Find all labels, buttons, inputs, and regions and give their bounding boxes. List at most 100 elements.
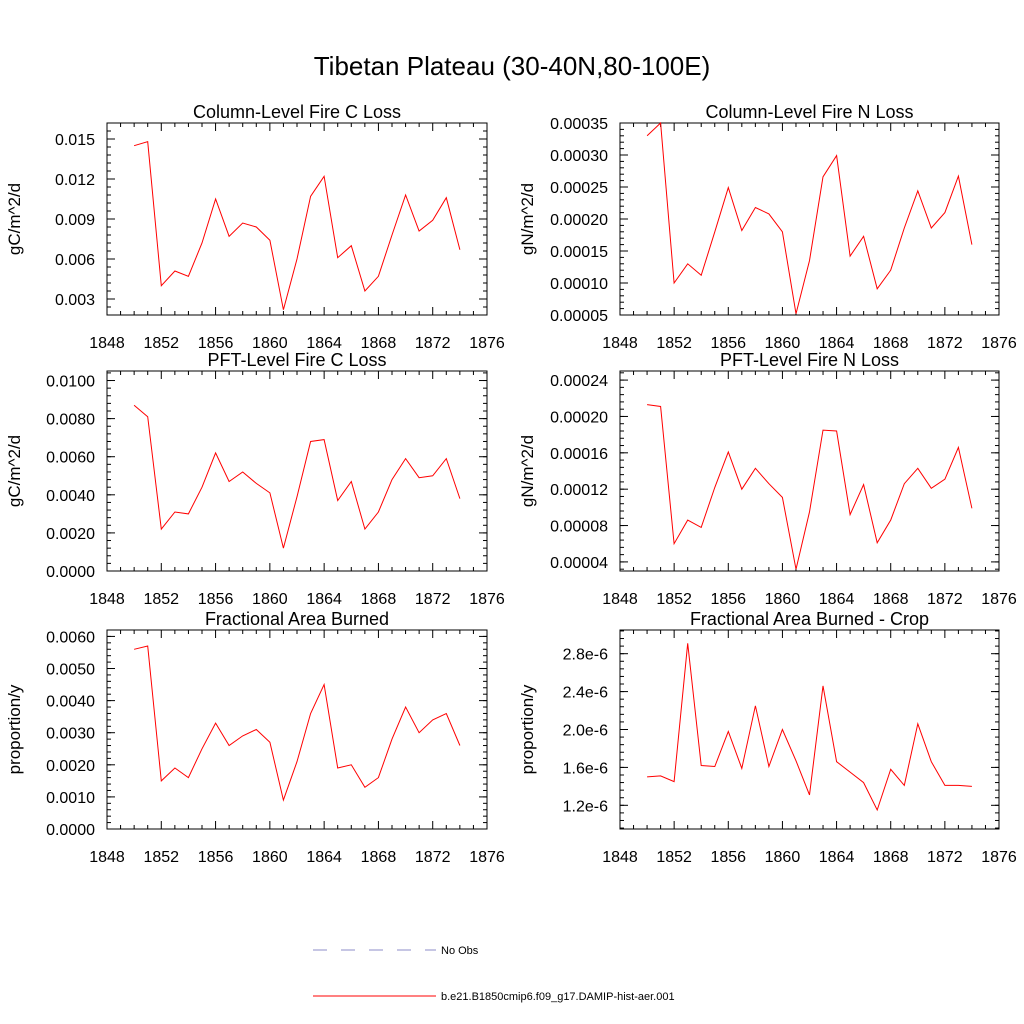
x-tick-label: 1868 xyxy=(873,849,909,866)
x-tick-label: 1864 xyxy=(306,335,342,352)
x-tick-label: 1872 xyxy=(927,591,963,608)
x-tick-label: 1868 xyxy=(361,849,397,866)
panel-3: PFT-Level Fire C Loss 1848 1852 1856 1860 186… xyxy=(5,350,505,608)
x-tick-label: 1868 xyxy=(361,335,397,352)
x-tick-label: 1856 xyxy=(198,849,234,866)
series-line xyxy=(133,645,461,802)
figure-title: Tibetan Plateau (30-40N,80-100E) xyxy=(314,51,711,81)
y-tick-label: 0.0000 xyxy=(46,564,95,581)
x-tick-label: 1856 xyxy=(710,335,746,352)
x-tick-label: 1864 xyxy=(306,591,342,608)
y-axis-label: gC/m^2/d xyxy=(5,435,24,507)
y-tick-label: 0.00024 xyxy=(550,373,608,390)
y-tick-label: 0.009 xyxy=(55,212,95,229)
plot-frame xyxy=(619,370,1000,572)
y-tick-label: 0.0020 xyxy=(46,526,95,543)
panel-title: Fractional Area Burned xyxy=(205,609,389,629)
x-tick-label: 1860 xyxy=(765,591,801,608)
y-tick-label: 0.00008 xyxy=(550,519,608,536)
y-tick-label: 0.00004 xyxy=(550,555,608,572)
x-tick-label: 1876 xyxy=(981,591,1017,608)
panel-1: Column-Level Fire C Loss 1848 1852 1856 1860… xyxy=(5,102,505,352)
y-tick-label: 0.0040 xyxy=(46,694,95,711)
x-tick-label: 1852 xyxy=(143,591,179,608)
x-tick-label: 1860 xyxy=(252,849,288,866)
y-axis-label: gC/m^2/d xyxy=(5,183,24,255)
x-tick-label: 1852 xyxy=(143,849,179,866)
y-tick-label: 0.00012 xyxy=(550,482,608,499)
y-tick-label: 0.00010 xyxy=(550,276,608,293)
y-axis-label: gN/m^2/d xyxy=(518,435,537,507)
panel-6: Fractional Area Burned - Crop 1848 1852 185… xyxy=(518,609,1017,866)
y-tick-label: 1.6e-6 xyxy=(563,760,608,777)
y-tick-label: 0.00025 xyxy=(550,180,608,197)
x-tick-label: 1864 xyxy=(819,591,855,608)
plot-frame xyxy=(619,629,1000,830)
x-tick-label: 1848 xyxy=(89,335,125,352)
x-tick-label: 1868 xyxy=(873,335,909,352)
y-tick-label: 0.0060 xyxy=(46,629,95,646)
x-tick-label: 1856 xyxy=(198,335,234,352)
y-tick-label: 0.0010 xyxy=(46,790,95,807)
panels: Column-Level Fire C Loss 1848 1852 1856 1860… xyxy=(5,102,1017,866)
legend-model-label: b.e21.B1850cmip6.f09_g17.DAMIP-hist-aer.… xyxy=(441,991,675,1003)
panel-4: PFT-Level Fire N Loss 1848 1852 1856 1860 186… xyxy=(518,350,1017,608)
y-tick-label: 2.0e-6 xyxy=(563,723,608,740)
y-tick-label: 0.00020 xyxy=(550,409,608,426)
x-tick-label: 1856 xyxy=(710,591,746,608)
x-tick-label: 1852 xyxy=(656,591,692,608)
y-tick-label: 0.00020 xyxy=(550,212,608,229)
y-tick-label: 0.0060 xyxy=(46,450,95,467)
x-tick-label: 1860 xyxy=(765,335,801,352)
x-tick-label: 1864 xyxy=(819,849,855,866)
y-tick-label: 0.0020 xyxy=(46,758,95,775)
x-tick-label: 1860 xyxy=(765,849,801,866)
x-tick-label: 1852 xyxy=(656,849,692,866)
x-tick-label: 1860 xyxy=(252,591,288,608)
x-tick-label: 1872 xyxy=(415,591,451,608)
x-tick-label: 1848 xyxy=(602,849,638,866)
y-tick-label: 0.012 xyxy=(55,172,95,189)
series-line xyxy=(133,404,461,549)
y-tick-label: 2.8e-6 xyxy=(563,647,608,664)
x-tick-label: 1856 xyxy=(198,591,234,608)
x-tick-label: 1848 xyxy=(89,591,125,608)
y-tick-label: 0.00035 xyxy=(550,116,608,133)
plot-frame xyxy=(106,629,488,830)
y-axis-label: proportion/y xyxy=(5,684,24,774)
x-tick-label: 1872 xyxy=(415,849,451,866)
x-tick-label: 1868 xyxy=(873,591,909,608)
y-tick-label: 0.00016 xyxy=(550,446,608,463)
series-line xyxy=(647,643,972,812)
series-line xyxy=(133,141,461,310)
x-tick-label: 1876 xyxy=(469,335,505,352)
plot-frame xyxy=(106,370,488,572)
x-tick-label: 1852 xyxy=(656,335,692,352)
y-tick-label: 0.0040 xyxy=(46,488,95,505)
y-axis-label: proportion/y xyxy=(518,684,537,774)
x-tick-label: 1876 xyxy=(981,335,1017,352)
y-tick-label: 0.00030 xyxy=(550,148,608,165)
plot-frame xyxy=(106,122,488,316)
x-tick-label: 1848 xyxy=(602,335,638,352)
x-tick-label: 1864 xyxy=(819,335,855,352)
y-tick-label: 0.006 xyxy=(55,252,95,269)
x-tick-label: 1856 xyxy=(710,849,746,866)
legend: No Obs b.e21.B1850cmip6.f09_g17.DAMIP-hi… xyxy=(313,945,675,1003)
y-tick-label: 0.00015 xyxy=(550,244,608,261)
y-tick-label: 0.0100 xyxy=(46,374,95,391)
series-line xyxy=(646,121,973,314)
x-tick-label: 1876 xyxy=(981,849,1017,866)
panel-title: Column-Level Fire C Loss xyxy=(193,102,401,122)
x-tick-label: 1876 xyxy=(469,591,505,608)
x-tick-label: 1864 xyxy=(306,849,342,866)
panel-title: PFT-Level Fire N Loss xyxy=(720,350,899,370)
x-tick-label: 1848 xyxy=(89,849,125,866)
y-tick-label: 2.4e-6 xyxy=(563,685,608,702)
x-tick-label: 1868 xyxy=(361,591,397,608)
y-tick-label: 1.2e-6 xyxy=(563,798,608,815)
panel-2: Column-Level Fire N Loss 1848 1852 1856 1860… xyxy=(518,102,1017,352)
x-tick-label: 1872 xyxy=(927,335,963,352)
x-tick-label: 1872 xyxy=(415,335,451,352)
